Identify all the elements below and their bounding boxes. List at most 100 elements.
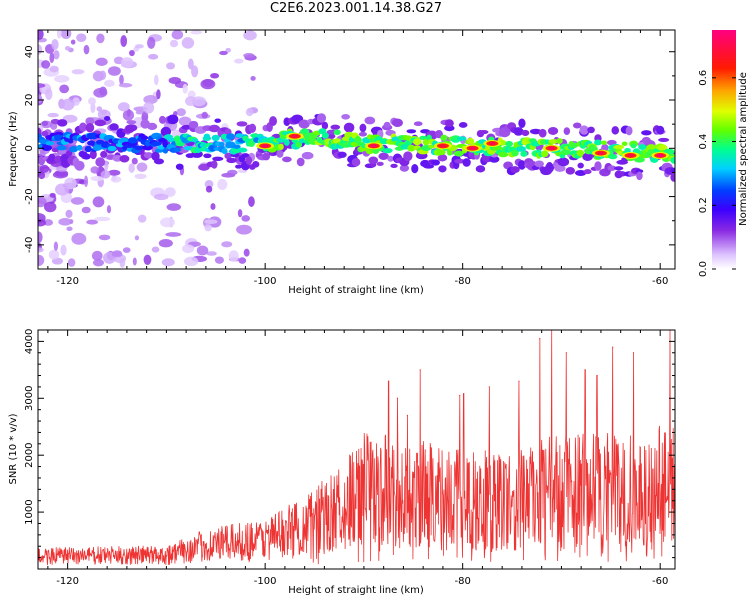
spectrogram-cell	[162, 147, 169, 154]
spectrogram-cell	[295, 141, 303, 148]
spectrogram-cell	[538, 128, 547, 138]
colorbar-tick-label: 0.0	[698, 261, 709, 277]
snr-x-label: Height of straight line (km)	[288, 585, 424, 596]
snr-peak	[565, 352, 567, 354]
spectrogram-cell	[614, 166, 624, 171]
spectrogram-cell	[456, 136, 467, 141]
spectrogram-cell	[122, 109, 135, 121]
spectrogram-cell	[134, 145, 144, 151]
spectrogram-cell	[84, 145, 92, 153]
spectrogram-cell	[104, 116, 111, 122]
spectrogram-cell	[583, 169, 592, 175]
spectrogram-cell	[191, 65, 199, 78]
spectrogram-cell	[298, 119, 310, 129]
spectrogram-cell	[554, 164, 566, 172]
spectrogram-cell	[91, 250, 103, 261]
snr-peak	[387, 380, 390, 382]
spectrogram-cell	[534, 160, 544, 168]
spectrogram-cell	[646, 144, 657, 151]
spectrogram-cell	[319, 128, 326, 134]
spectrogram-cell	[126, 120, 137, 125]
spectrogram-cell	[462, 158, 471, 167]
spectrogram-cell	[108, 169, 121, 176]
spectrogram-cell	[190, 30, 203, 35]
spectrogram-cell	[65, 209, 73, 218]
spectrogram-cell	[200, 79, 216, 90]
spectrogram-cell	[104, 160, 109, 171]
spectrogram-cell	[513, 127, 524, 136]
spectrogram-cell	[656, 153, 664, 158]
spectrogram-cell	[636, 171, 643, 181]
spectrogram-cell	[51, 148, 59, 153]
spectrogram-cell	[337, 151, 347, 158]
spectrogram-cell	[90, 175, 104, 182]
spectrogram-cell	[243, 30, 257, 41]
spectrogram-cell	[204, 224, 212, 232]
spectrogram-cell	[38, 254, 45, 266]
spectrogram-cell	[203, 153, 212, 159]
spectrogram-cell	[601, 144, 609, 151]
spectrogram-cell	[621, 141, 628, 147]
y-tick-label: -40	[24, 237, 35, 253]
spectrogram-cell	[182, 83, 188, 94]
spectrogram-cell	[243, 53, 255, 59]
spectrogram-cell	[617, 171, 627, 177]
spectrogram-cell	[206, 251, 217, 256]
spectrogram-x-label: Height of straight line (km)	[288, 285, 424, 296]
spectrogram-cell	[359, 123, 367, 133]
spectrogram-cell	[341, 113, 350, 120]
spectrogram-cell	[399, 164, 410, 172]
snr-peak	[463, 393, 465, 395]
spectrogram-cell	[520, 150, 528, 157]
spectrogram-cell	[45, 141, 55, 146]
spectrogram-cell	[196, 245, 209, 256]
spectrogram-cell	[438, 165, 447, 173]
spectrogram-cell	[321, 121, 329, 130]
spectrogram-y-label: Frequency (Hz)	[8, 111, 19, 187]
spectrogram-cell	[658, 137, 670, 142]
spectrogram-cell	[221, 241, 233, 248]
spectrogram-cell	[219, 50, 228, 56]
spectrogram-cell	[51, 39, 59, 51]
spectrogram-cell	[548, 146, 556, 151]
spectrogram-cell	[529, 128, 542, 135]
spectrogram-cell	[638, 144, 647, 150]
spectrogram-cell	[269, 116, 278, 126]
spectrogram-cell	[38, 94, 43, 104]
spectrogram-cell	[611, 126, 620, 135]
spectrogram-cell	[87, 140, 96, 146]
spectrogram-cell	[48, 153, 56, 163]
spectrogram-cell	[316, 113, 327, 123]
spectrogram-cell	[563, 127, 571, 135]
spectrogram-cell	[151, 141, 162, 147]
spectrogram-cell	[252, 161, 260, 168]
spectrogram-cell	[71, 232, 87, 245]
spectrogram-cell	[221, 148, 228, 155]
spectrogram-cell	[557, 157, 570, 167]
spectrogram-cell	[243, 248, 250, 257]
spectrogram-cell	[412, 138, 422, 146]
spectrogram-cell	[125, 124, 138, 132]
spectrogram-cell	[99, 70, 107, 81]
spectrogram-cell	[572, 122, 582, 129]
spectrogram-cell	[64, 45, 71, 51]
spectrogram-cell	[556, 138, 563, 144]
spectrogram-cell	[613, 144, 625, 150]
spectrogram-cell	[135, 110, 144, 115]
spectrogram-cell	[91, 132, 98, 140]
spectrogram-cell	[436, 149, 446, 156]
spectrogram-cell	[630, 143, 637, 149]
spectrogram-cell	[594, 161, 602, 171]
spectrogram-cell	[188, 120, 199, 129]
spectrogram-cell	[59, 84, 70, 94]
spectrogram-cell	[444, 119, 454, 128]
spectrogram-cell	[201, 111, 208, 119]
spectrogram-cell	[227, 169, 238, 176]
spectrogram-cell	[440, 134, 448, 141]
spectrogram-cell	[41, 60, 51, 69]
spectrogram-cell	[156, 89, 161, 100]
spectrogram-cell	[261, 144, 269, 148]
snr-line	[38, 330, 675, 566]
spectrogram-cell	[74, 160, 85, 171]
